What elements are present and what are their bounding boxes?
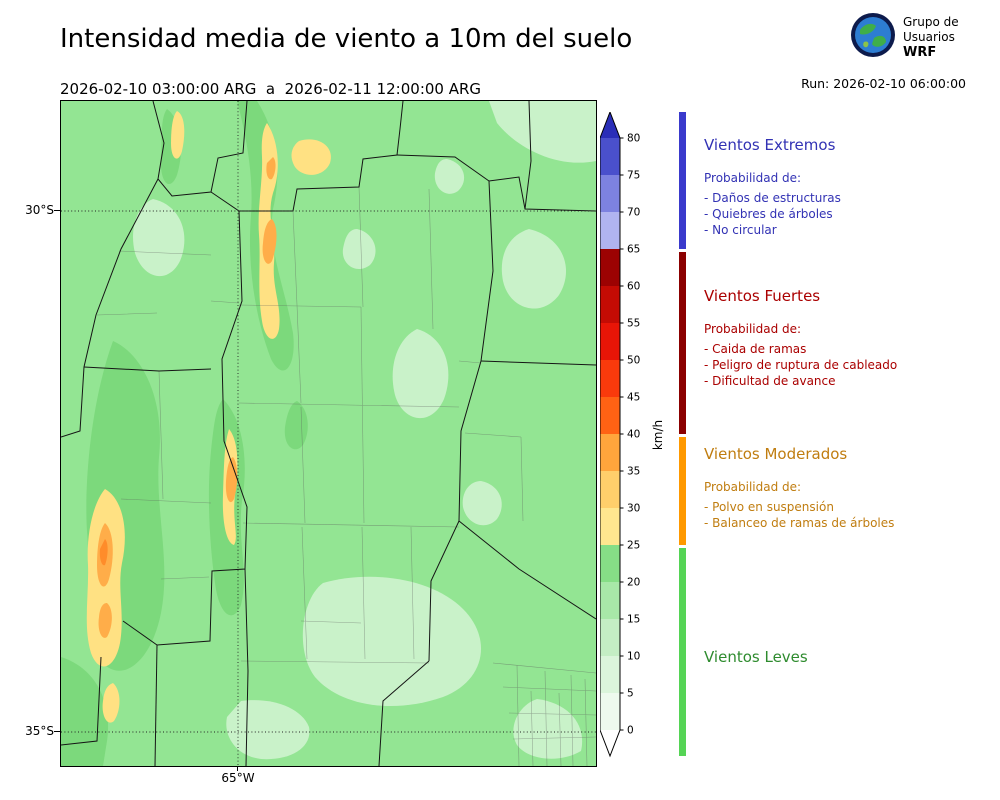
- x-axis-tick-65w: 65°W: [221, 771, 255, 785]
- legend-strip-moderados: [679, 437, 686, 545]
- legend-item: - Caida de ramas: [704, 342, 807, 356]
- legend-item: - No circular: [704, 223, 777, 237]
- x-tickmark-65w: [237, 766, 238, 771]
- y-axis-tick-30s: 30°S: [25, 203, 54, 217]
- legend-section-extremos: Vientos Extremos Probabilidad de: - Daño…: [704, 136, 994, 238]
- legend-subtitle-extremos: Probabilidad de:: [704, 171, 802, 185]
- svg-text:50: 50: [627, 355, 640, 367]
- svg-text:65: 65: [627, 244, 640, 256]
- svg-text:30: 30: [627, 503, 640, 515]
- light-wind-patches: [133, 101, 596, 760]
- legend-title-fuertes: Vientos Fuertes: [704, 287, 821, 305]
- svg-text:45: 45: [627, 392, 640, 404]
- logo-text: Grupo de Usuarios WRF: [903, 15, 959, 60]
- legend-item: - Dificultad de avance: [704, 374, 836, 388]
- svg-text:60: 60: [627, 281, 640, 293]
- legend-item: - Peligro de ruptura de cableado: [704, 358, 898, 372]
- deep-orange-core: [99, 539, 108, 566]
- svg-text:15: 15: [627, 614, 640, 626]
- y-axis-tick-35s: 35°S: [25, 724, 54, 738]
- svg-text:55: 55: [627, 318, 640, 330]
- svg-text:80: 80: [627, 133, 640, 145]
- colorbar: 0 5 10 15 20 25 30 35 40 45 50 55 60 65 70 75 80: [600, 112, 640, 758]
- svg-text:40: 40: [627, 429, 640, 441]
- legend-title-extremos: Vientos Extremos: [704, 136, 836, 154]
- colorbar-unit-label: km/h: [651, 419, 665, 451]
- svg-text:75: 75: [627, 170, 640, 182]
- y-tickmark-30s: [54, 210, 60, 211]
- globe-icon: [850, 12, 896, 62]
- svg-text:25: 25: [627, 540, 640, 552]
- svg-text:0: 0: [627, 725, 634, 737]
- svg-text:5: 5: [627, 688, 634, 700]
- run-timestamp: Run: 2026-02-10 06:00:00: [801, 76, 966, 91]
- legend-title-leves: Vientos Leves: [704, 648, 808, 666]
- legend-strip-fuertes: [679, 252, 686, 434]
- forecast-period: 2026-02-10 03:00:00 ARG a 2026-02-11 12:…: [60, 80, 482, 98]
- logo: Grupo de Usuarios WRF: [850, 12, 959, 62]
- legend-item: - Daños de estructuras: [704, 191, 841, 205]
- logo-line2: Usuarios: [903, 29, 955, 44]
- y-tickmark-35s: [54, 731, 60, 732]
- svg-text:70: 70: [627, 207, 640, 219]
- legend-subtitle-fuertes: Probabilidad de:: [704, 322, 802, 336]
- legend-section-moderados: Vientos Moderados Probabilidad de: - Pol…: [704, 445, 994, 531]
- legend-section-leves: Vientos Leves: [704, 648, 994, 683]
- department-borders: [96, 186, 596, 766]
- legend-subtitle-moderados: Probabilidad de:: [704, 480, 802, 494]
- legend-section-fuertes: Vientos Fuertes Probabilidad de: - Caida…: [704, 287, 994, 389]
- svg-text:10: 10: [627, 651, 640, 663]
- logo-line3: WRF: [903, 44, 937, 60]
- legend-item: - Polvo en suspensión: [704, 500, 834, 514]
- page-title: Intensidad media de viento a 10m del sue…: [60, 24, 633, 54]
- logo-line1: Grupo de: [903, 14, 959, 29]
- legend-title-moderados: Vientos Moderados: [704, 445, 848, 463]
- province-borders: [61, 101, 596, 766]
- legend-item: - Quiebres de árboles: [704, 207, 833, 221]
- grid-lines: [61, 101, 596, 766]
- legend-strip-extremos: [679, 112, 686, 249]
- svg-text:35: 35: [627, 466, 640, 478]
- wind-map: [60, 100, 597, 767]
- legend-strip-leves: [679, 548, 686, 756]
- wind-map-canvas: [61, 101, 596, 766]
- svg-text:20: 20: [627, 577, 640, 589]
- legend-item: - Balanceo de ramas de árboles: [704, 516, 895, 530]
